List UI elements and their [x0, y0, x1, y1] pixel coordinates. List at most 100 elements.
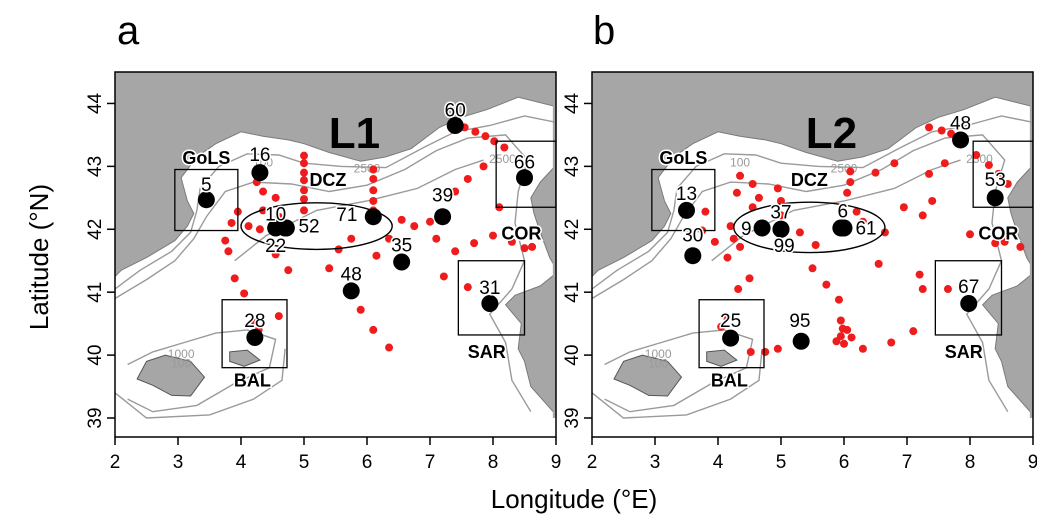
bathymetry-contour — [234, 159, 484, 262]
region-box — [651, 168, 716, 232]
glider-track-point — [940, 159, 949, 168]
contour-label: 100 — [648, 357, 668, 371]
glider-track-point — [300, 176, 308, 185]
glider-track-point — [721, 312, 730, 321]
glider-track-point — [843, 325, 852, 334]
glider-track-point — [300, 206, 308, 215]
station-label: 25 — [720, 311, 741, 332]
glider-track-point — [426, 217, 434, 226]
station-marker — [516, 169, 533, 187]
glider-track-point — [369, 186, 378, 195]
glider-track-point — [710, 237, 719, 246]
glider-track-point — [463, 174, 472, 183]
station-label: 71 — [336, 205, 357, 226]
station-marker — [251, 164, 269, 182]
bathymetry-contour — [127, 329, 277, 413]
glider-track-point — [274, 212, 283, 221]
x-tick-label: 9 — [551, 452, 562, 473]
station-marker — [481, 295, 499, 313]
station-label: 13 — [676, 184, 697, 205]
glider-track-point — [410, 222, 419, 231]
x-tick-label: 9 — [1028, 452, 1037, 473]
x-tick-label: 5 — [776, 452, 787, 473]
glider-track-point — [811, 241, 820, 249]
station-marker — [792, 332, 810, 350]
x-tick-label: 7 — [902, 452, 913, 473]
glider-track-point — [240, 289, 249, 298]
glider-track-point — [887, 338, 896, 347]
plot-frame — [591, 71, 1034, 438]
sardinia-land — [504, 272, 556, 416]
glider-track-point — [918, 285, 927, 294]
bathymetry-contour — [115, 348, 286, 419]
y-tick-label: 44 — [562, 92, 583, 114]
x-tick-label: 8 — [965, 452, 976, 473]
glider-track-point — [947, 129, 956, 138]
y-tick-label: 44 — [85, 92, 106, 114]
station-marker — [197, 191, 215, 209]
glider-track-point — [255, 225, 264, 234]
glider-track-point — [777, 196, 785, 205]
station-label: 48 — [341, 264, 362, 285]
glider-track-point — [717, 322, 726, 331]
glider-track-point — [334, 245, 343, 254]
glider-track-point — [840, 339, 848, 348]
x-tick-label: 7 — [425, 452, 436, 473]
region-box — [972, 140, 1033, 208]
dcz-label: DCZ — [791, 170, 828, 190]
glider-track-point — [300, 186, 308, 195]
glider-track-point — [773, 344, 782, 353]
glider-track-point — [369, 196, 378, 205]
station-marker — [960, 295, 978, 313]
glider-track-point — [773, 184, 782, 193]
contour-label: 100 — [171, 357, 191, 371]
glider-track-point — [528, 242, 537, 251]
glider-track-point — [284, 266, 293, 275]
mainland-land — [592, 72, 1033, 278]
glider-track-point — [871, 168, 880, 177]
glider-track-point — [748, 203, 757, 212]
region-box — [934, 260, 1003, 336]
bathymetry-contour — [592, 348, 763, 419]
plot-frame — [114, 71, 557, 438]
mallorca-island — [613, 354, 683, 397]
station-label: 16 — [249, 145, 270, 166]
glider-track-point — [347, 234, 356, 243]
station-marker — [722, 329, 740, 347]
x-axis-title: Longitude (°E) — [491, 484, 658, 514]
glider-track-point — [227, 218, 236, 227]
glider-track-point — [836, 316, 845, 325]
station-label: 37 — [770, 203, 791, 224]
glider-track-point — [259, 187, 268, 196]
y-axis-title: Latitude (°N) — [24, 184, 54, 330]
y-tick-label: 40 — [85, 345, 106, 366]
glider-track-point — [925, 169, 934, 178]
glider-track-point — [991, 239, 1000, 248]
station-label: 31 — [479, 278, 500, 299]
station-marker — [434, 208, 452, 226]
glider-track-point — [500, 143, 509, 152]
glider-track-point — [754, 193, 763, 202]
station-label: 60 — [445, 101, 466, 122]
station-marker — [446, 116, 464, 134]
bathymetry-contour — [711, 159, 961, 262]
station-marker — [277, 219, 295, 237]
glider-track-point — [846, 167, 855, 176]
dcz-ellipse — [733, 201, 886, 254]
contour-label: 2500 — [489, 152, 516, 166]
region-label: BAL — [711, 370, 748, 390]
glider-track-point — [300, 168, 308, 177]
region-label: SAR — [468, 342, 506, 362]
station-marker — [772, 220, 790, 238]
glider-track-point — [943, 285, 952, 294]
glider-track-point — [746, 347, 755, 356]
glider-track-point — [928, 196, 937, 205]
glider-track-point — [385, 234, 394, 243]
glider-track-point — [734, 285, 743, 294]
panel-a-map: 100 2500100010025006066165102252713935483… — [85, 9, 561, 473]
glider-track-point — [761, 347, 770, 356]
glider-track-point — [471, 127, 480, 136]
station-label: 52 — [298, 216, 319, 237]
region-label: COR — [501, 224, 541, 244]
glider-track-point — [221, 236, 230, 245]
